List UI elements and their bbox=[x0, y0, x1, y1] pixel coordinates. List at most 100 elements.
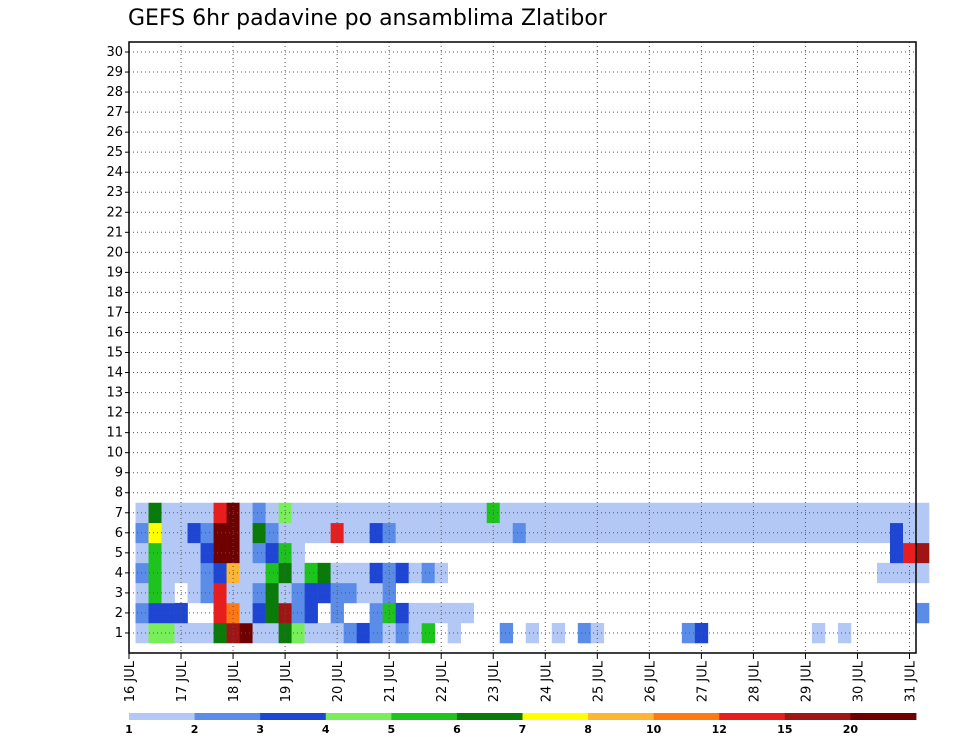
heatmap-cell bbox=[200, 522, 214, 544]
colorbar-label: 6 bbox=[453, 723, 461, 736]
x-tick-label: 16 JUL bbox=[123, 660, 138, 702]
y-tick-label: 26 bbox=[106, 125, 123, 140]
heatmap-cell bbox=[473, 502, 488, 524]
y-tick-label: 9 bbox=[115, 466, 123, 481]
y-tick-label: 23 bbox=[106, 185, 123, 200]
y-tick-label: 2 bbox=[115, 606, 123, 621]
heatmap-cell bbox=[408, 502, 422, 524]
heatmap-cell bbox=[408, 602, 422, 624]
heatmap-cell bbox=[889, 502, 904, 524]
heatmap-cell bbox=[161, 502, 175, 524]
y-tick-label: 28 bbox=[106, 85, 123, 100]
y-tick-label: 1 bbox=[115, 626, 123, 641]
colorbar-swatch bbox=[260, 713, 327, 720]
heatmap-cell bbox=[265, 522, 279, 544]
heatmap-cell bbox=[213, 522, 227, 544]
x-tick-label: 18 JUL bbox=[227, 660, 242, 702]
heatmap-cell bbox=[564, 502, 579, 524]
heatmap-cell bbox=[447, 502, 462, 524]
heatmap-cell bbox=[187, 542, 201, 564]
heatmap-cell bbox=[499, 622, 514, 644]
heatmap-cell bbox=[343, 622, 357, 644]
heatmap-cell bbox=[421, 602, 435, 624]
heatmap-cell bbox=[356, 622, 370, 644]
heatmap-cell bbox=[317, 502, 331, 524]
heatmap-cell bbox=[135, 622, 149, 644]
heatmap-cell bbox=[447, 522, 462, 544]
heatmap-cell bbox=[460, 502, 475, 524]
heatmap-cell bbox=[161, 622, 175, 644]
heatmap-cell bbox=[187, 502, 201, 524]
heatmap-cell bbox=[668, 522, 683, 544]
heatmap-cell bbox=[785, 502, 800, 524]
heatmap-cell bbox=[148, 622, 162, 644]
colorbar-label: 20 bbox=[843, 723, 859, 736]
heatmap-cell bbox=[343, 562, 357, 584]
heatmap-cell bbox=[863, 522, 878, 544]
y-tick-label: 20 bbox=[106, 245, 123, 260]
heatmap-cell bbox=[577, 622, 592, 644]
colorbar-swatch bbox=[653, 713, 720, 720]
heatmap-cell bbox=[551, 502, 566, 524]
colorbar-label: 3 bbox=[256, 723, 264, 736]
x-tick-label: 31 JUL bbox=[903, 660, 918, 702]
heatmap-cell bbox=[213, 542, 227, 564]
heatmap-cell bbox=[421, 502, 435, 524]
y-tick-label: 11 bbox=[106, 426, 123, 441]
heatmap-cell bbox=[343, 522, 357, 544]
heatmap-cell bbox=[317, 522, 331, 544]
heatmap-cell bbox=[213, 602, 227, 624]
x-tick-label: 30 JUL bbox=[851, 660, 866, 702]
heatmap-cell bbox=[356, 582, 370, 604]
heatmap-cell bbox=[239, 622, 253, 644]
heatmap-cell bbox=[629, 522, 644, 544]
heatmap-cell bbox=[916, 602, 930, 624]
heatmap-cell bbox=[239, 502, 253, 524]
heatmap-cell bbox=[343, 582, 357, 604]
colorbar-label: 10 bbox=[646, 723, 662, 736]
y-tick-label: 6 bbox=[115, 526, 123, 541]
heatmap-cell bbox=[213, 502, 227, 524]
heatmap-cell bbox=[824, 522, 839, 544]
heatmap-cell bbox=[811, 522, 826, 544]
heatmap-cell bbox=[577, 522, 592, 544]
heatmap-cell bbox=[187, 522, 201, 544]
heatmap-cell bbox=[187, 622, 201, 644]
heatmap-cell bbox=[473, 522, 488, 544]
heatmap-cell bbox=[668, 502, 683, 524]
y-tick-label: 13 bbox=[106, 386, 123, 401]
heatmap-cell bbox=[916, 542, 930, 564]
heatmap-cell bbox=[681, 522, 696, 544]
heatmap-cell bbox=[733, 522, 748, 544]
colorbar-swatch bbox=[391, 713, 458, 720]
heatmap-cell bbox=[655, 502, 670, 524]
x-tick-label: 20 JUL bbox=[331, 660, 346, 702]
heatmap-cell bbox=[681, 622, 696, 644]
heatmap-cell bbox=[876, 502, 891, 524]
heatmap-cell bbox=[291, 602, 305, 624]
heatmap-cell bbox=[135, 542, 149, 564]
colorbar-swatch bbox=[719, 713, 786, 720]
heatmap-cell bbox=[265, 622, 279, 644]
heatmap-cell bbox=[291, 622, 305, 644]
colorbar-label: 7 bbox=[519, 723, 527, 736]
heatmap-cell bbox=[395, 522, 409, 544]
colorbar-swatch bbox=[129, 713, 195, 720]
x-tick-label: 28 JUL bbox=[747, 660, 762, 702]
y-tick-label: 30 bbox=[106, 45, 123, 60]
heatmap-cell bbox=[161, 542, 175, 564]
heatmap-cell bbox=[200, 542, 214, 564]
colorbar-swatch bbox=[522, 713, 589, 720]
heatmap-cell bbox=[304, 582, 318, 604]
heatmap-cell bbox=[148, 582, 162, 604]
colorbar-label: 12 bbox=[712, 723, 727, 736]
y-tick-label: 19 bbox=[106, 265, 123, 280]
heatmap-cell bbox=[837, 502, 852, 524]
heatmap-cell bbox=[811, 622, 826, 644]
heatmap-cell bbox=[200, 502, 214, 524]
heatmap-cell bbox=[720, 502, 735, 524]
heatmap-cell bbox=[187, 582, 201, 604]
heatmap-cell bbox=[603, 502, 618, 524]
heatmap-cell bbox=[265, 542, 279, 564]
heatmap-cell bbox=[252, 582, 266, 604]
